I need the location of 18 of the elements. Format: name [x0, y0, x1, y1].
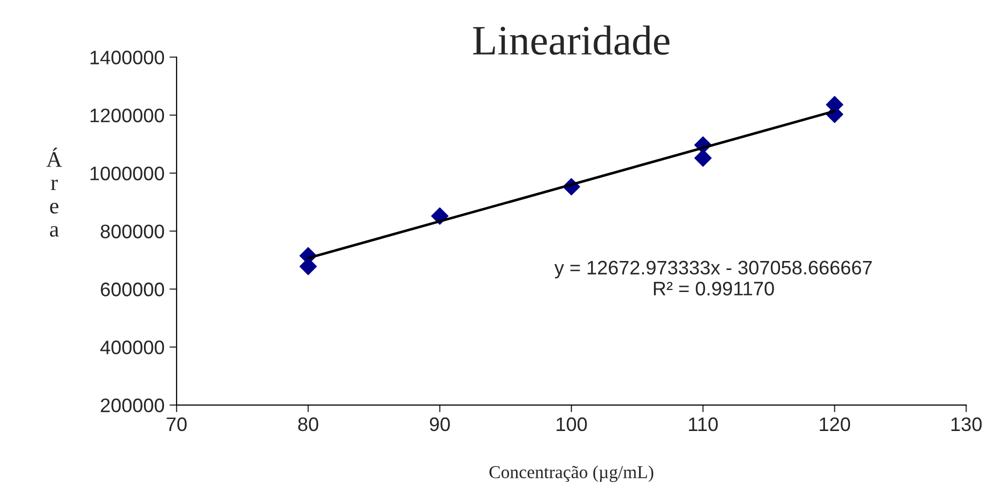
y-axis-title: Área [46, 148, 62, 237]
y-tick-label: 1000000 [90, 166, 164, 180]
x-tick-label: 100 [556, 417, 587, 432]
y-tick-label: 600000 [100, 282, 164, 296]
x-tick-label: 70 [166, 417, 187, 432]
x-tick-label: 80 [298, 417, 318, 432]
x-axis-title: Concentração (µg/mL) [489, 466, 654, 482]
x-tick-label: 130 [951, 417, 982, 432]
y-tick-label: 1400000 [90, 50, 164, 64]
x-tick-label: 120 [820, 417, 850, 432]
x-tick-label: 90 [430, 417, 450, 432]
y-tick-label: 1200000 [90, 108, 164, 122]
chart-title: Linearidade [473, 25, 670, 55]
annotation: y = 12672.973333x - 307058.666667 R² = 0.991170 [554, 260, 872, 296]
y-tick-label: 800000 [100, 224, 164, 238]
y-tick-label: 400000 [100, 340, 164, 354]
y-tick-label: 200000 [100, 398, 164, 412]
x-tick-label: 110 [688, 417, 718, 432]
